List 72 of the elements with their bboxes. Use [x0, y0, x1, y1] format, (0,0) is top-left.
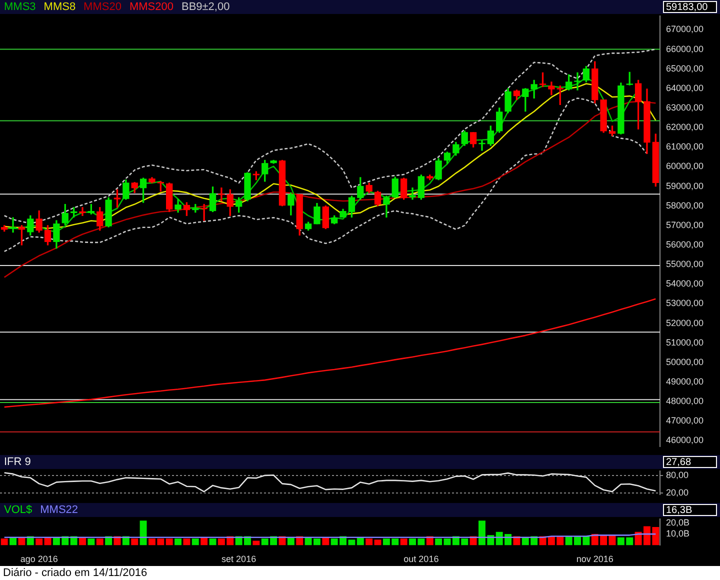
bar — [18, 537, 26, 546]
y-tick-label: 47000,00 — [666, 416, 704, 426]
y-tick-label: 46000,00 — [666, 435, 704, 446]
bar — [166, 538, 173, 546]
bar — [356, 537, 364, 546]
text: MMS3 — [4, 1, 36, 14]
bar — [88, 538, 95, 546]
bar — [0, 538, 8, 546]
bar — [366, 538, 373, 546]
bar — [435, 538, 442, 546]
y-tick-label: 80,00 — [666, 470, 689, 480]
candlestick — [218, 188, 225, 202]
chart-title: IFR 9 — [4, 456, 31, 468]
y-tick-label: 64000,00 — [666, 82, 704, 93]
bar — [131, 538, 138, 546]
y-tick-label: 57000,00 — [666, 220, 704, 230]
bar — [209, 538, 216, 546]
bar — [36, 538, 43, 546]
y-tick-label: 20,0B — [666, 517, 690, 528]
bar — [252, 540, 260, 546]
bar — [374, 540, 382, 546]
y-tick-label: 67000,00 — [666, 24, 704, 34]
bar — [400, 538, 408, 546]
bar — [79, 537, 86, 546]
text: MMS8 — [44, 1, 76, 14]
text: 27,68 — [666, 456, 692, 468]
text: MMS20 — [84, 1, 122, 14]
y-tick-label: 60000,00 — [666, 161, 704, 172]
text: BB9±2,00 — [181, 1, 230, 14]
line-series — [4, 98, 648, 252]
y-tick-label: 10,0B — [666, 528, 690, 539]
x-tick-label: ago 2016 — [20, 554, 58, 564]
y-tick-label: 49000,00 — [666, 376, 704, 386]
x-tick-label: nov 2016 — [576, 554, 614, 564]
y-tick-label: 48000,00 — [666, 396, 704, 406]
y-tick-label: 58000,00 — [666, 200, 704, 210]
bar — [200, 537, 208, 546]
y-tick-label: 50000,00 — [666, 356, 704, 367]
y-tick-label: 59000,00 — [666, 180, 704, 191]
y-tick-label: 56000,00 — [666, 239, 704, 250]
bar — [192, 538, 199, 546]
candlestick — [10, 217, 16, 233]
bar — [322, 537, 330, 546]
text: Diário - criado em 14/11/2016 — [0, 566, 720, 580]
y-tick-label: 53000,00 — [666, 298, 704, 308]
bar — [183, 538, 190, 546]
y-tick-label: 62000,00 — [666, 122, 704, 132]
candlestick — [409, 188, 416, 200]
series-label: MMS22 — [40, 504, 78, 516]
y-tick-label: 54000,00 — [666, 278, 704, 289]
bar — [287, 537, 294, 546]
y-tick-label: 51000,00 — [666, 337, 704, 348]
bar — [174, 538, 182, 546]
bar — [10, 537, 16, 546]
y-tick-label: 66000,00 — [666, 44, 704, 54]
y-tick-label: 65000,00 — [666, 63, 704, 74]
y-tick-label: 20,00 — [666, 488, 689, 498]
x-tick-label: set 2016 — [222, 554, 256, 564]
x-tick-label: out 2016 — [404, 554, 439, 564]
bar — [444, 538, 451, 546]
text: MMS200 — [129, 1, 174, 14]
text: 59183,00 — [666, 2, 708, 13]
bar — [96, 538, 104, 546]
y-tick-label: 63000,00 — [666, 102, 704, 112]
candlestick — [79, 207, 86, 216]
bar — [140, 520, 147, 546]
y-tick-label: 61000,00 — [666, 142, 704, 152]
y-tick-label: 55000,00 — [666, 259, 704, 270]
candlestick — [574, 72, 581, 90]
text: 16,3B — [666, 504, 692, 516]
y-tick-label: 52000,00 — [666, 318, 704, 328]
series-label: VOL$ — [4, 504, 32, 516]
